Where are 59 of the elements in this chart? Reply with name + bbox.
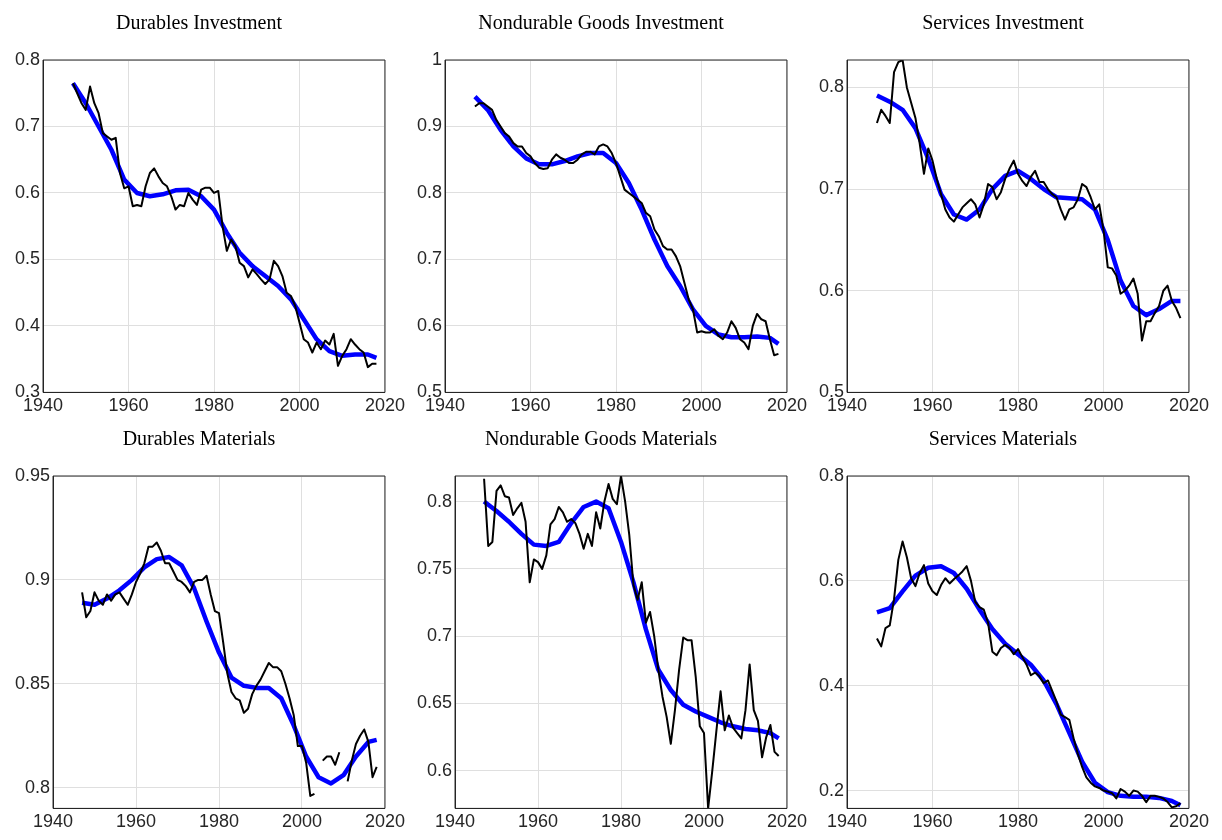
- x-tick-label: 1960: [912, 395, 953, 416]
- y-tick-label: 0.6: [14, 181, 41, 202]
- chart-title: Services Investment: [922, 11, 1085, 34]
- y-tick-label: 0.7: [416, 248, 443, 269]
- x-tick-label: 1960: [116, 811, 157, 832]
- x-tick-label: 2000: [1083, 811, 1124, 832]
- x-tick-label: 1960: [510, 395, 551, 416]
- x-tick-label: 1980: [600, 811, 642, 832]
- x-tick-label: 2020: [766, 395, 807, 416]
- x-tick-label: 2020: [364, 395, 405, 416]
- chart-title: Durables Materials: [122, 427, 276, 450]
- x-tick-label: 1980: [595, 395, 637, 416]
- x-tick-label: 1960: [518, 811, 559, 832]
- y-tick-label: 0.6: [427, 759, 453, 780]
- y-tick-label: 0.4: [818, 674, 845, 695]
- x-tick-label: 1960: [108, 395, 149, 416]
- x-tick-label: 2000: [1083, 395, 1124, 416]
- y-tick-label: 0.8: [818, 76, 845, 97]
- y-tick-label: 0.7: [14, 115, 41, 136]
- y-tick-label: 0.6: [818, 279, 845, 300]
- chart-title: Nondurable Goods Investment: [478, 11, 725, 34]
- y-tick-label: 0.6: [416, 314, 443, 335]
- x-tick-label: 1980: [997, 811, 1039, 832]
- y-tick-label: 0.8: [818, 464, 845, 485]
- x-tick-label: 1980: [193, 395, 235, 416]
- y-tick-label: 0.7: [818, 178, 845, 199]
- y-tick-label: 0.85: [14, 672, 51, 693]
- x-tick-label: 2000: [683, 811, 725, 832]
- y-tick-label: 0.9: [416, 115, 443, 136]
- x-tick-label: 2000: [681, 395, 722, 416]
- chart-title: Services Materials: [928, 427, 1078, 450]
- chart-title: Nondurable Goods Materials: [484, 427, 718, 450]
- y-tick-label: 1: [432, 48, 443, 69]
- y-tick-label: 0.9: [25, 568, 51, 589]
- y-tick-label: 0.75: [416, 557, 453, 578]
- x-tick-label: 2020: [1168, 395, 1209, 416]
- x-tick-label: 2020: [364, 811, 405, 832]
- x-tick-label: 2000: [279, 395, 320, 416]
- y-tick-label: 0.4: [14, 314, 41, 335]
- y-tick-label: 0.8: [25, 776, 51, 797]
- y-tick-label: 0.8: [416, 181, 443, 202]
- x-tick-label: 1940: [33, 811, 74, 832]
- x-tick-label: 1980: [997, 395, 1039, 416]
- y-tick-label: 0.95: [14, 464, 51, 485]
- y-tick-label: 0.8: [14, 48, 41, 69]
- chart-title: Durables Investment: [115, 11, 283, 34]
- y-tick-label: 0.5: [14, 248, 41, 269]
- x-tick-label: 1940: [435, 811, 476, 832]
- y-tick-label: 0.65: [416, 692, 453, 713]
- x-tick-label: 1980: [198, 811, 240, 832]
- y-tick-label: 0.6: [818, 569, 845, 590]
- y-tick-label: 0.8: [427, 490, 453, 511]
- x-tick-label: 2020: [766, 811, 807, 832]
- x-tick-label: 1960: [912, 811, 953, 832]
- x-tick-label: 1940: [827, 811, 868, 832]
- y-tick-label: 0.2: [818, 779, 845, 800]
- y-tick-label: 0.7: [427, 625, 453, 646]
- x-tick-label: 2000: [281, 811, 323, 832]
- x-tick-label: 2020: [1168, 811, 1209, 832]
